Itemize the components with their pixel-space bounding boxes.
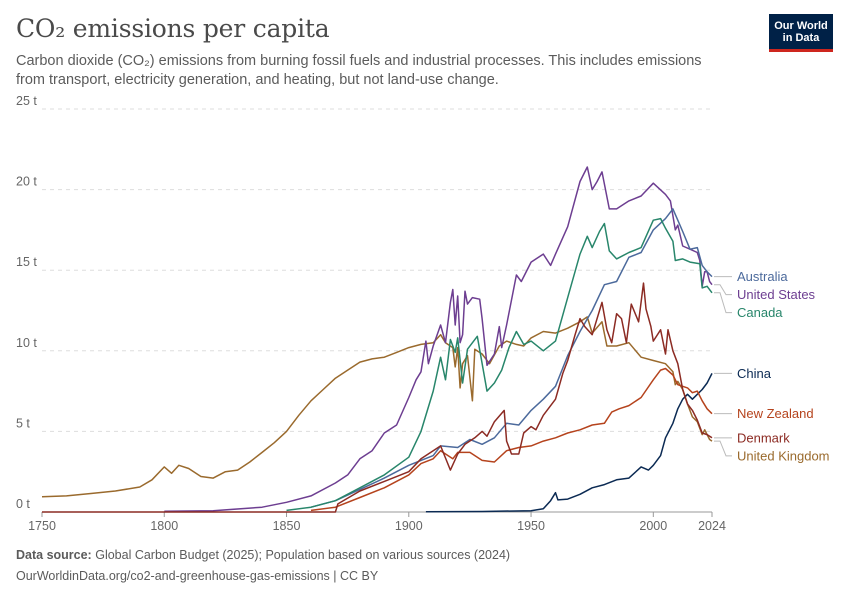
y-tick-label: 0 t <box>16 497 30 511</box>
series-label-connector <box>714 284 732 296</box>
x-tick-label: 1850 <box>273 519 301 533</box>
series-layer <box>41 166 713 513</box>
x-tick-label: 2024 <box>698 519 726 533</box>
x-tick-label: 1800 <box>150 519 178 533</box>
chart-title: CO₂ emissions per capita <box>16 14 330 43</box>
series-label-connector <box>714 440 732 457</box>
x-tick-label: 2000 <box>639 519 667 533</box>
series-label-layer: Australia United States Canada China New Zea… <box>714 269 830 463</box>
y-tick-label: 25 t <box>16 94 37 108</box>
series-line-china[interactable] <box>425 373 713 513</box>
x-tick-label: 1900 <box>395 519 423 533</box>
series-line-united-kingdom[interactable] <box>41 316 713 498</box>
logo-line-1: Our World <box>774 19 828 32</box>
grid-layer: 0 t 5 t 10 t 15 t 20 t 25 t 1750 1800 1850 1900 19… <box>16 94 726 533</box>
source-url[interactable]: OurWorldinData.org/co2-and-greenhouse-ga… <box>16 569 379 583</box>
chart-subtitle: Carbon dioxide (CO₂) emissions from burn… <box>16 53 702 88</box>
series-line-united-states[interactable] <box>164 166 713 512</box>
data-source-note: Data source: Global Carbon Budget (2025)… <box>16 548 510 562</box>
series-label-united-states[interactable]: United States <box>737 287 816 302</box>
y-tick-label: 15 t <box>16 255 37 269</box>
series-label-denmark[interactable]: Denmark <box>737 430 790 445</box>
series-label-canada[interactable]: Canada <box>737 305 783 320</box>
x-tick-label: 1950 <box>517 519 545 533</box>
series-label-connector <box>714 292 732 314</box>
data-source-label: Data source: <box>16 548 92 562</box>
owid-logo[interactable]: Our World in Data <box>769 14 833 52</box>
series-label-australia[interactable]: Australia <box>737 269 788 284</box>
y-tick-label: 20 t <box>16 175 37 189</box>
series-line-canada[interactable] <box>286 217 713 512</box>
x-tick-label: 1750 <box>28 519 56 533</box>
series-line-australia[interactable] <box>310 208 713 508</box>
logo-line-2: in Data <box>782 31 820 44</box>
series-line-new-zealand[interactable] <box>310 367 713 512</box>
data-source-text: Global Carbon Budget (2025); Population … <box>95 548 511 562</box>
series-label-new-zealand[interactable]: New Zealand <box>737 406 814 421</box>
series-line-denmark[interactable] <box>42 282 713 513</box>
y-tick-label: 5 t <box>16 416 30 430</box>
y-tick-label: 10 t <box>16 336 37 350</box>
series-label-china[interactable]: China <box>737 366 772 381</box>
series-label-united-kingdom[interactable]: United Kingdom <box>737 448 830 463</box>
